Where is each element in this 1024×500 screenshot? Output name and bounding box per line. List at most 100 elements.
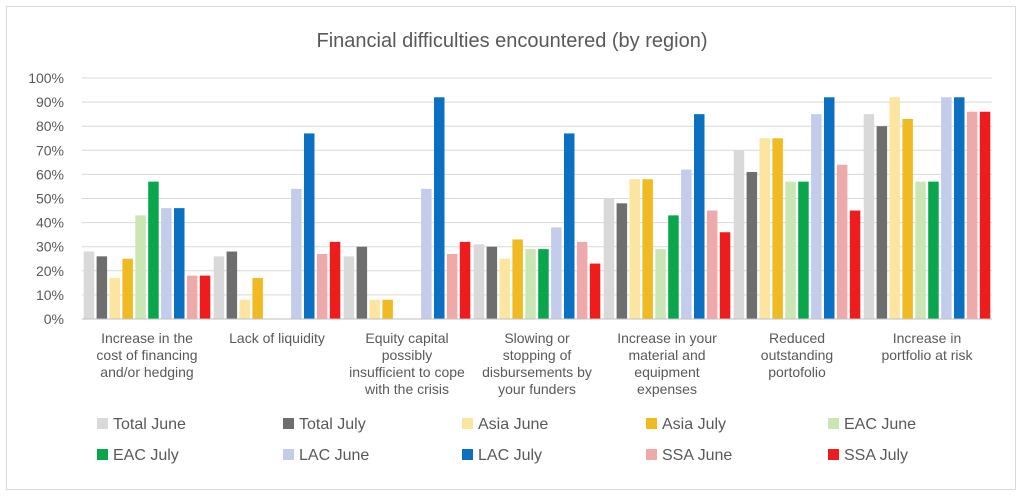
- legend-swatch: [462, 418, 473, 429]
- category-label: Equity capital possibly insufficient to co…: [349, 330, 465, 397]
- bar: [863, 114, 875, 320]
- bar: [329, 241, 341, 319]
- y-tick-label: 100%: [28, 70, 64, 86]
- y-tick-label: 70%: [36, 142, 64, 158]
- bar: [785, 181, 796, 319]
- legend-swatch: [283, 418, 294, 429]
- legend-swatch: [97, 418, 108, 429]
- legend-item: SSA June: [646, 447, 732, 464]
- bar: [291, 188, 302, 319]
- bar: [83, 251, 95, 319]
- bar: [538, 249, 549, 319]
- bar: [798, 181, 809, 319]
- category-label: Slowing or stopping of disbursements by you…: [482, 330, 592, 397]
- y-axis-ticks: 0% 10% 20% 30% 40% 50% 60% 70% 80% 90% 100%: [28, 70, 64, 327]
- bar: [966, 111, 978, 320]
- bar: [304, 133, 315, 319]
- bar: [161, 208, 172, 319]
- bar: [876, 126, 888, 319]
- bar: [759, 138, 770, 319]
- y-tick-label: 80%: [36, 118, 64, 134]
- bar: [213, 256, 225, 319]
- bar: [135, 215, 146, 319]
- bar: [706, 210, 718, 319]
- legend-swatch: [828, 418, 839, 429]
- legend-label: LAC July: [478, 447, 542, 464]
- category-label: Lack of liquidity: [229, 330, 325, 346]
- legend-item: EAC June: [828, 416, 916, 433]
- bar: [446, 253, 458, 319]
- bar: [902, 118, 913, 319]
- legend-item: EAC July: [97, 447, 179, 464]
- bar: [681, 169, 692, 319]
- bar: [979, 111, 991, 320]
- bar: [941, 97, 952, 319]
- legend-label: Total July: [299, 416, 366, 433]
- bar: [694, 114, 705, 320]
- legend-swatch: [462, 449, 473, 460]
- legend-label: EAC June: [844, 416, 916, 433]
- legend-item: SSA July: [828, 447, 908, 464]
- bar: [915, 181, 926, 319]
- bar: [199, 275, 211, 319]
- bar: [186, 275, 198, 319]
- bar: [499, 258, 510, 319]
- y-tick-label: 40%: [36, 215, 64, 231]
- bar: [603, 198, 615, 319]
- bar: [459, 241, 471, 319]
- legend-swatch: [828, 449, 839, 460]
- legend-swatch: [97, 449, 108, 460]
- bar: [434, 97, 445, 319]
- legend-swatch: [283, 449, 294, 460]
- legend-label: LAC June: [299, 447, 369, 464]
- y-tick-label: 20%: [36, 263, 64, 279]
- bar: [96, 256, 108, 319]
- bar: [954, 97, 965, 319]
- bar: [316, 253, 328, 319]
- legend-item: Total July: [283, 416, 366, 433]
- bar: [382, 299, 393, 319]
- legend-item: Asia June: [462, 416, 548, 433]
- legend-label: Asia June: [478, 416, 548, 433]
- bar: [836, 164, 848, 319]
- bar: [629, 179, 640, 319]
- legend-swatch: [646, 418, 657, 429]
- bar: [148, 181, 159, 319]
- bar: [811, 114, 822, 320]
- bar: [733, 150, 745, 319]
- bar: [576, 241, 588, 319]
- bar: [849, 210, 861, 319]
- bar: [719, 232, 731, 319]
- bars: [83, 97, 991, 320]
- bar: [486, 246, 498, 319]
- bar: [668, 215, 679, 319]
- y-tick-label: 60%: [36, 166, 64, 182]
- bar: [824, 97, 835, 319]
- category-label: Increase in the cost of financing and/or h…: [96, 330, 197, 380]
- bar: [252, 278, 263, 319]
- bar: [616, 203, 628, 319]
- category-label: Increase in portfolio at risk: [881, 330, 973, 363]
- legend-item: Total June: [97, 416, 186, 433]
- bar: [109, 278, 120, 319]
- bar: [525, 249, 536, 319]
- bar: [174, 208, 185, 319]
- bar: [421, 188, 432, 319]
- bar: [589, 263, 601, 319]
- category-label: Reduced outstanding portofolio: [761, 330, 833, 380]
- legend-swatch: [646, 449, 657, 460]
- bar: [343, 256, 355, 319]
- chart-title: Financial difficulties encountered (by r…: [317, 30, 708, 52]
- legend: Total June Total July Asia June Asia July EA…: [97, 416, 916, 464]
- legend-label: SSA June: [662, 447, 732, 464]
- bar: [928, 181, 939, 319]
- bar: [564, 133, 575, 319]
- bar: [473, 244, 485, 319]
- y-tick-label: 50%: [36, 191, 64, 207]
- legend-item: Asia July: [646, 416, 726, 433]
- category-labels: Increase in the cost of financing and/or h…: [96, 330, 973, 397]
- bar: [642, 179, 653, 319]
- bar: [122, 258, 133, 319]
- bar: [772, 138, 783, 319]
